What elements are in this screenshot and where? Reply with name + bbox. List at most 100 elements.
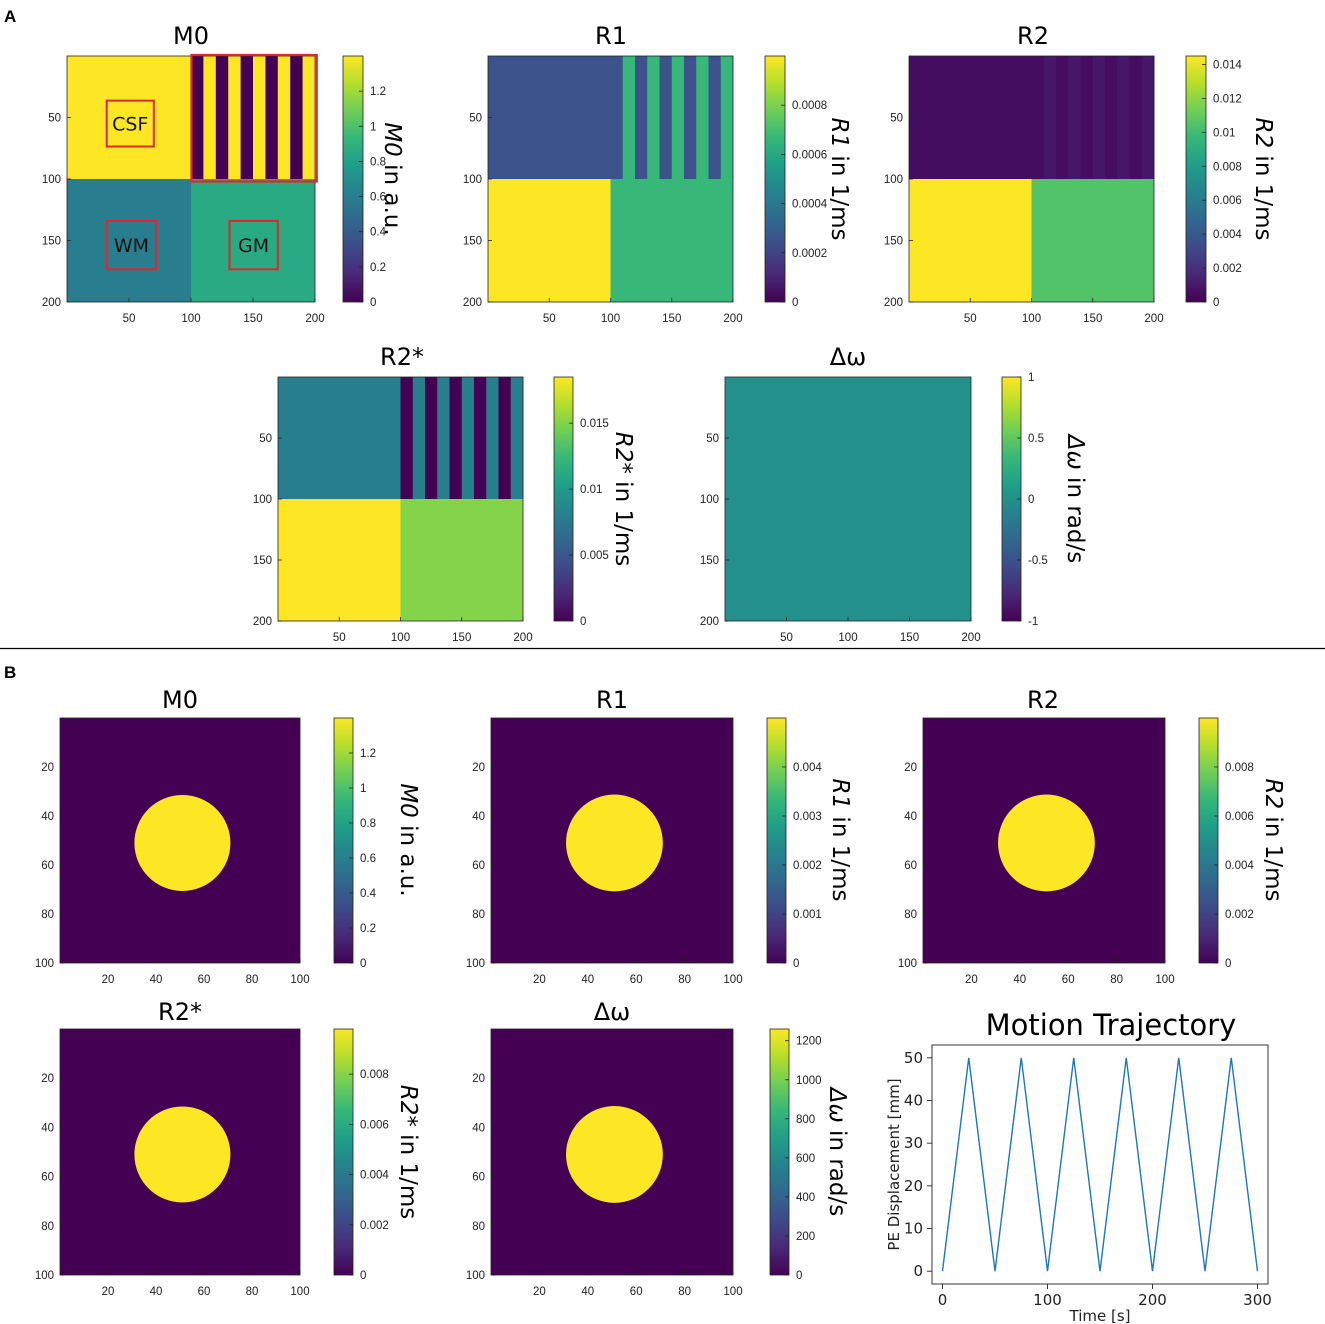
y-tick-label: 20 (472, 1073, 485, 1085)
x-tick-label: 40 (150, 974, 163, 986)
x-tick-label: 200 (723, 313, 742, 325)
colorbar-label-symbol: R1 (827, 779, 853, 810)
x-tick-label: 60 (198, 1286, 211, 1298)
colorbar-tick-label: 200 (796, 1231, 815, 1243)
x-tick-label: 60 (630, 1286, 643, 1298)
stripe-band (290, 56, 303, 179)
chart-title: M0 (173, 22, 209, 50)
stripe-band (1068, 56, 1081, 179)
colorbar-tick-label: 0.008 (360, 1069, 389, 1081)
colorbar-tick-label: 0.006 (360, 1119, 389, 1131)
y-tick-label: 100 (466, 1270, 485, 1282)
y-tick-label: 40 (904, 811, 917, 823)
colorbar-tick-label: 1 (370, 121, 376, 133)
chart-title: Δω (830, 343, 867, 371)
x-tick-label: 50 (543, 313, 556, 325)
chart-title: R2* (158, 998, 202, 1026)
csf-region (278, 377, 401, 499)
y-tick-label: 150 (700, 555, 719, 567)
colorbar-tick-label: 0.006 (1225, 811, 1254, 823)
chart-title: R2 (1017, 22, 1049, 50)
csf-region (909, 56, 1032, 179)
colorbar-tick-label: 0.8 (360, 818, 376, 830)
roi-csf-box (105, 99, 155, 148)
stripe-band (647, 56, 660, 179)
y-tick-label: 100 (35, 958, 54, 970)
x-tick-label: 40 (150, 1286, 163, 1298)
colorbar-tick-label: 0.008 (1213, 161, 1242, 173)
x-tick-label: 40 (1013, 974, 1026, 986)
colorbar-tick-label: -1 (1028, 616, 1038, 628)
y-tick-label: 80 (472, 1221, 485, 1233)
colorbar-tick-label: 0 (580, 616, 586, 628)
y-tick-label: 0 (913, 1262, 923, 1280)
colorbar-label-unit: in 1/ms (395, 1127, 421, 1219)
y-tick-label: 200 (253, 616, 272, 628)
y-tick-label: 100 (884, 174, 903, 186)
chart-title: R2 (1027, 686, 1059, 714)
field-region (725, 377, 971, 621)
y-tick-label: 50 (890, 113, 903, 125)
colorbar (1185, 55, 1207, 303)
stripe-band (277, 56, 291, 179)
y-tick-label: 60 (472, 1172, 485, 1184)
x-tick-label: 100 (1155, 974, 1174, 986)
x-tick-label: 100 (290, 1286, 309, 1298)
heatmap-b-r1: 20 40 60 80 100 20 40 60 80 100 R1 0 0.001 0.002 0.003… (466, 686, 853, 986)
csf-region (67, 56, 191, 179)
x-tick-label: 50 (333, 632, 346, 644)
stripe-band (1080, 56, 1094, 179)
x-tick-label: 80 (246, 974, 259, 986)
colorbar-label: M0 in a.u. (395, 783, 421, 896)
y-tick-label: 60 (904, 860, 917, 872)
stripe-band (486, 377, 499, 499)
y-tick-label: 40 (904, 1091, 923, 1109)
y-tick-label: 80 (904, 909, 917, 921)
y-tick-label: 100 (700, 494, 719, 506)
chart-title: R1 (596, 686, 628, 714)
x-tick-label: 200 (1144, 313, 1163, 325)
colorbar-label-symbol: R2 (1260, 779, 1286, 810)
colorbar-tick-label: 0 (1028, 494, 1034, 506)
colorbar-tick-label: 1000 (796, 1075, 822, 1087)
stripe-band (1129, 56, 1143, 179)
x-tick-label: 300 (1243, 1291, 1272, 1309)
colorbar-tick-label: 0.003 (793, 811, 822, 823)
colorbar-tick-label: 0.001 (793, 909, 822, 921)
y-tick-label: 10 (904, 1220, 923, 1238)
colorbar-label-unit: in 1/ms (1250, 148, 1276, 240)
x-tick-label: 20 (102, 1286, 115, 1298)
colorbar-tick-label: 0.6 (360, 853, 376, 865)
chart-title: R2* (380, 343, 424, 371)
x-tick-label: 100 (290, 974, 309, 986)
y-tick-label: 40 (41, 811, 54, 823)
x-tick-label: 50 (123, 313, 136, 325)
colorbar-tick-label: 400 (796, 1192, 815, 1204)
y-tick-label: 100 (466, 958, 485, 970)
stripe-band (215, 56, 229, 179)
colorbar-tick-label: 0.002 (793, 860, 822, 872)
colorbar-tick-label: 0.015 (580, 418, 609, 430)
gm-region (1031, 179, 1154, 302)
x-tick-label: 50 (964, 313, 977, 325)
y-tick-label: 50 (904, 1049, 923, 1067)
x-tick-label: 200 (513, 632, 532, 644)
colorbar (766, 717, 787, 964)
x-tick-label: 20 (533, 974, 546, 986)
colorbar-tick-label: 0.01 (1213, 127, 1235, 139)
colorbar (769, 1028, 790, 1276)
x-tick-label: 60 (1062, 974, 1075, 986)
colorbar-tick-label: 0.002 (360, 1220, 389, 1232)
y-tick-label: 20 (904, 1177, 923, 1195)
stripe-band (302, 56, 316, 179)
roi-annotations: CSF WM GM (105, 53, 318, 271)
stripe-band (265, 56, 279, 179)
colorbar-label-symbol: R1 (826, 118, 852, 149)
y-tick-label: 20 (472, 762, 485, 774)
axes-frame (490, 717, 734, 964)
stripe-band (622, 56, 636, 179)
y-tick-label: 80 (472, 909, 485, 921)
stripe-band (696, 56, 709, 179)
stripe-band (203, 56, 217, 179)
colorbar-tick-label: 0.4 (370, 227, 387, 239)
